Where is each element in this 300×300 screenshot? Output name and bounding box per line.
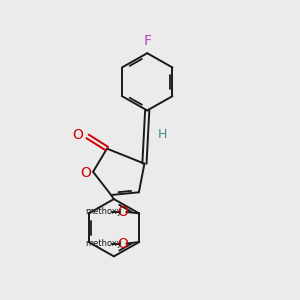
Text: F: F (143, 34, 151, 48)
Text: O: O (72, 128, 83, 142)
Text: O: O (117, 236, 128, 250)
Text: methoxy: methoxy (85, 207, 122, 216)
Text: O: O (117, 205, 128, 219)
Text: H: H (158, 128, 167, 140)
Text: methoxy: methoxy (85, 239, 122, 248)
Text: O: O (80, 166, 91, 180)
